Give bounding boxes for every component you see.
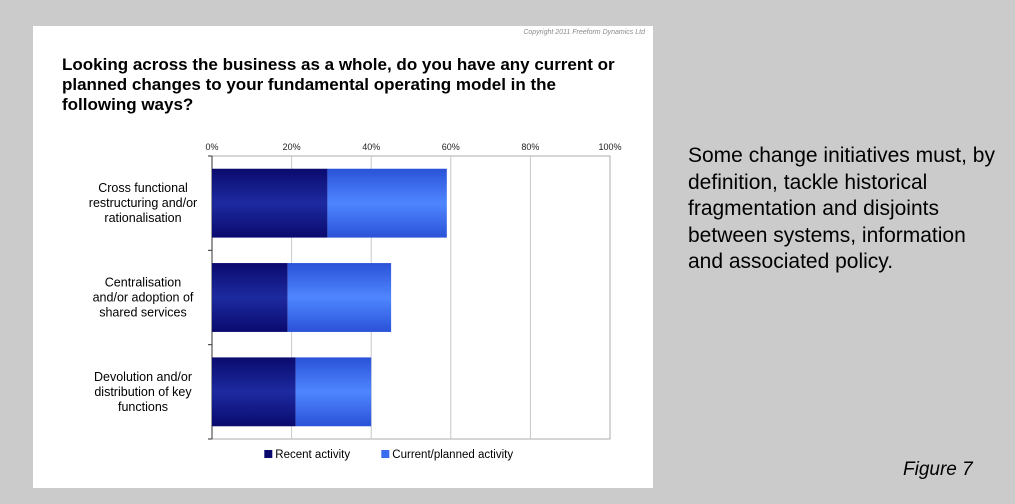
chart-card: Copyright 2011 Freeform Dynamics Ltd Loo… <box>33 26 653 488</box>
category-label: Devolution and/or distribution of key func… <box>94 370 192 414</box>
copyright-notice: Copyright 2011 Freeform Dynamics Ltd <box>523 29 645 36</box>
bar <box>212 263 288 332</box>
legend-label: Current/planned activity <box>392 449 513 461</box>
category-label-line: Cross functional <box>98 181 188 195</box>
category-label-line: Centralisation <box>105 276 181 290</box>
category-label-line: Devolution and/or <box>94 370 192 384</box>
category-label-line: shared services <box>99 306 187 320</box>
commentary-text: Some change initiatives must, by definit… <box>688 144 995 273</box>
legend-swatch <box>381 450 390 458</box>
bar <box>295 357 372 427</box>
legend-swatch <box>264 450 273 458</box>
x-tick-label: 20% <box>283 142 301 152</box>
figure-label: Figure 7 <box>903 459 973 480</box>
x-tick-label: 100% <box>598 142 621 152</box>
x-tick-label: 0% <box>205 142 218 152</box>
bar <box>212 168 328 238</box>
x-tick-label: 80% <box>521 142 539 152</box>
bar <box>212 357 296 427</box>
bar-chart: 0% 20% 40% 60% 80% 100% Cross functional restru… <box>89 142 622 461</box>
category-label-line: restructuring and/or <box>89 196 197 210</box>
chart-title: Looking across the business as a whole, … <box>62 55 615 114</box>
x-tick-label: 40% <box>362 142 380 152</box>
category-label: Cross functional restructuring and/or rati… <box>89 181 197 225</box>
legend-label: Recent activity <box>275 449 350 461</box>
category-label: Centralisation and/or adoption of shared s… <box>93 276 194 320</box>
bar <box>287 263 392 332</box>
bar <box>327 168 447 238</box>
category-label-line: rationalisation <box>104 211 181 225</box>
category-label-line: functions <box>118 400 168 414</box>
x-tick-label: 60% <box>442 142 460 152</box>
category-label-line: distribution of key <box>94 385 192 399</box>
category-label-line: and/or adoption of <box>93 291 194 305</box>
